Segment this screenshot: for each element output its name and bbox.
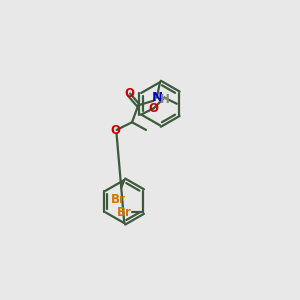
Text: Br: Br: [117, 206, 132, 219]
Text: Br: Br: [111, 193, 125, 206]
Text: O: O: [148, 102, 159, 115]
Text: O: O: [124, 87, 134, 100]
Text: O: O: [111, 124, 121, 137]
Text: H: H: [160, 93, 170, 106]
Text: N: N: [151, 91, 162, 104]
